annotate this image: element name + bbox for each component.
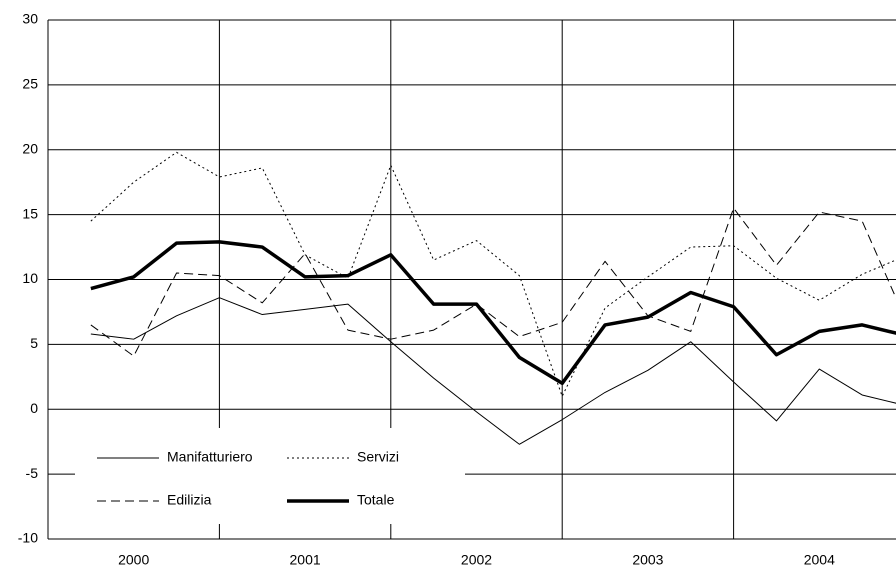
y-tick-label: 5: [30, 335, 38, 351]
legend-box: [75, 428, 465, 524]
series-line: [90, 207, 896, 357]
x-tick-label: 2000: [118, 552, 149, 568]
legend-label: Totale: [357, 492, 395, 508]
y-tick-label: 20: [22, 140, 38, 156]
y-tick-label: 10: [22, 270, 38, 286]
x-tick-label: 2003: [632, 552, 663, 568]
y-tick-label: -5: [26, 465, 39, 481]
legend: Manifatturiero Servizi Edilizia Totale: [75, 428, 465, 524]
y-tick-label: 15: [22, 205, 38, 221]
series-line: [90, 297, 896, 445]
series-line: [90, 240, 896, 386]
y-tick-label: 0: [30, 400, 38, 416]
series-line: [90, 151, 896, 397]
x-tick-label: 2004: [804, 552, 835, 568]
x-tick-label: 2001: [290, 552, 321, 568]
legend-label: Servizi: [357, 449, 399, 465]
y-tick-label: -10: [18, 530, 38, 546]
legend-label: Manifatturiero: [167, 449, 253, 465]
legend-label: Edilizia: [167, 492, 212, 508]
y-tick-label: 30: [22, 11, 38, 27]
y-tick-label: 25: [22, 76, 38, 92]
x-tick-label: 2002: [461, 552, 492, 568]
